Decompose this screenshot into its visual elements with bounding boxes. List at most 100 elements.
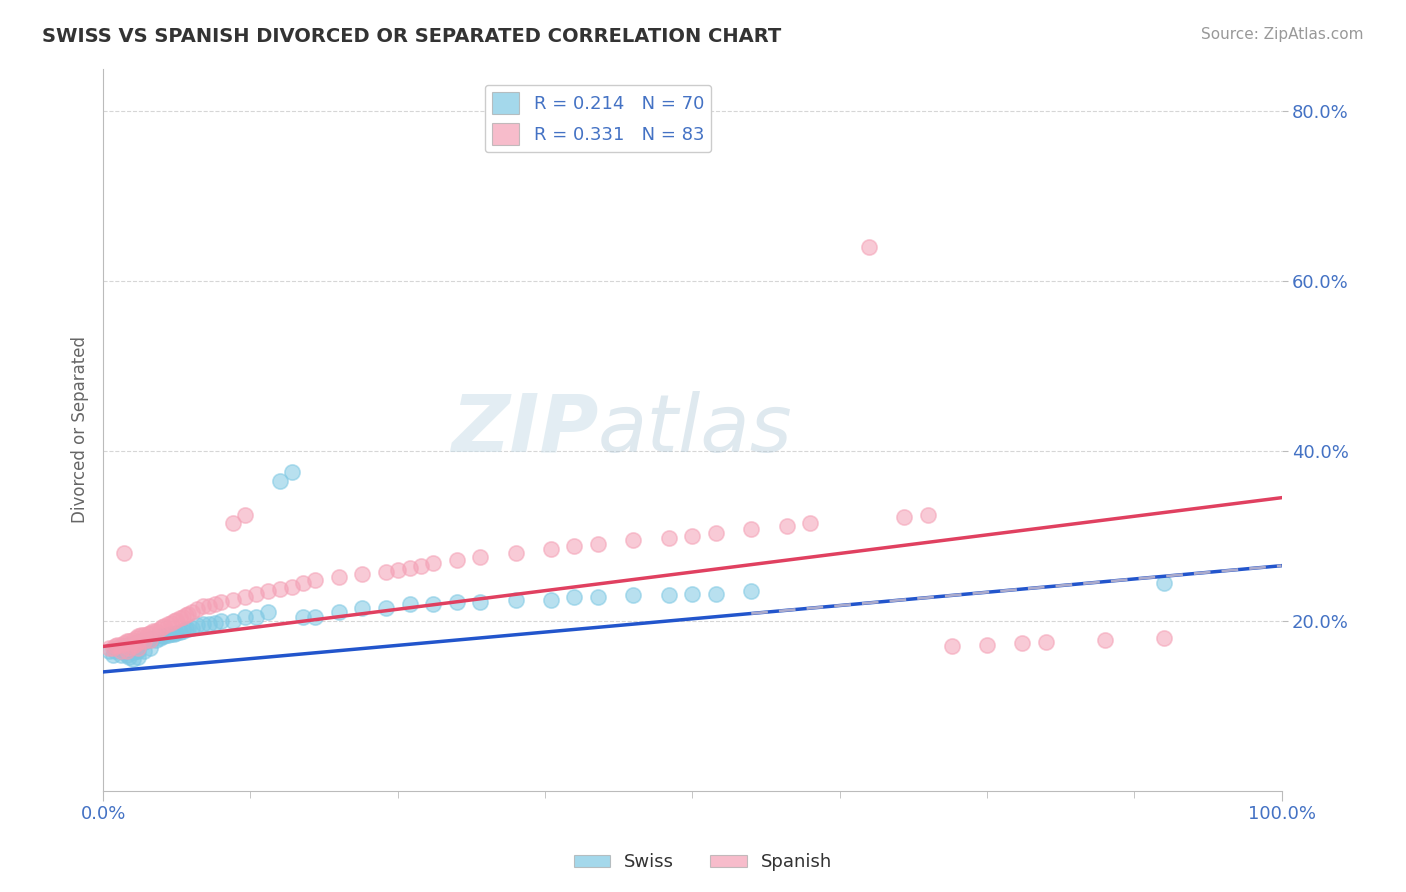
- Legend: R = 0.214   N = 70, R = 0.331   N = 83: R = 0.214 N = 70, R = 0.331 N = 83: [485, 85, 711, 153]
- Point: [165, 613, 187, 627]
- Point: [118, 649, 141, 664]
- Point: [893, 510, 915, 524]
- Point: [180, 621, 202, 635]
- Point: [127, 643, 149, 657]
- Point: [387, 563, 409, 577]
- Point: [110, 641, 132, 656]
- Point: [134, 635, 156, 649]
- Point: [374, 601, 396, 615]
- Point: [153, 619, 176, 633]
- Point: [169, 611, 191, 625]
- Point: [110, 648, 132, 662]
- Point: [186, 618, 208, 632]
- Point: [121, 640, 143, 654]
- Point: [470, 595, 492, 609]
- Point: [149, 631, 172, 645]
- Point: [658, 589, 681, 603]
- Point: [280, 465, 302, 479]
- Point: [204, 615, 226, 630]
- Point: [398, 561, 420, 575]
- Point: [112, 636, 135, 650]
- Point: [177, 623, 200, 637]
- Point: [115, 648, 138, 662]
- Point: [193, 599, 215, 614]
- Point: [104, 643, 127, 657]
- Point: [586, 537, 609, 551]
- Point: [174, 607, 197, 622]
- Point: [139, 632, 162, 647]
- Point: [127, 635, 149, 649]
- Point: [623, 589, 645, 603]
- Point: [917, 508, 939, 522]
- Point: [505, 592, 527, 607]
- Point: [149, 623, 172, 637]
- Point: [1153, 575, 1175, 590]
- Point: [198, 599, 221, 613]
- Point: [150, 620, 173, 634]
- Point: [125, 637, 148, 651]
- Point: [470, 550, 492, 565]
- Text: ZIP: ZIP: [451, 391, 598, 468]
- Point: [172, 609, 194, 624]
- Point: [101, 648, 124, 662]
- Point: [139, 632, 162, 647]
- Point: [112, 640, 135, 654]
- Point: [156, 617, 179, 632]
- Point: [658, 531, 681, 545]
- Point: [101, 641, 124, 656]
- Point: [623, 533, 645, 548]
- Point: [129, 634, 152, 648]
- Point: [104, 640, 127, 654]
- Point: [127, 635, 149, 649]
- Point: [1035, 635, 1057, 649]
- Point: [198, 617, 221, 632]
- Point: [209, 595, 232, 609]
- Point: [186, 602, 208, 616]
- Point: [98, 641, 121, 656]
- Point: [110, 643, 132, 657]
- Point: [352, 567, 374, 582]
- Point: [118, 640, 141, 654]
- Point: [775, 518, 797, 533]
- Point: [134, 634, 156, 648]
- Point: [564, 590, 586, 604]
- Point: [209, 614, 232, 628]
- Point: [129, 628, 152, 642]
- Point: [233, 590, 256, 604]
- Point: [681, 587, 703, 601]
- Point: [204, 597, 226, 611]
- Point: [110, 638, 132, 652]
- Point: [586, 590, 609, 604]
- Point: [446, 595, 468, 609]
- Point: [112, 546, 135, 560]
- Point: [169, 624, 191, 639]
- Point: [115, 634, 138, 648]
- Point: [121, 645, 143, 659]
- Point: [172, 624, 194, 639]
- Point: [160, 626, 183, 640]
- Point: [121, 652, 143, 666]
- Point: [136, 626, 159, 640]
- Point: [142, 631, 165, 645]
- Point: [328, 606, 350, 620]
- Point: [704, 587, 727, 601]
- Point: [540, 592, 562, 607]
- Point: [127, 641, 149, 656]
- Point: [193, 617, 215, 632]
- Point: [941, 640, 963, 654]
- Point: [163, 614, 186, 628]
- Point: [118, 641, 141, 656]
- Point: [222, 516, 245, 531]
- Point: [564, 539, 586, 553]
- Point: [136, 633, 159, 648]
- Point: [422, 556, 444, 570]
- Point: [1153, 631, 1175, 645]
- Point: [139, 641, 162, 656]
- Point: [976, 638, 998, 652]
- Point: [704, 526, 727, 541]
- Y-axis label: Divorced or Separated: Divorced or Separated: [72, 336, 89, 524]
- Point: [145, 624, 167, 639]
- Point: [139, 625, 162, 640]
- Point: [1094, 632, 1116, 647]
- Text: Source: ZipAtlas.com: Source: ZipAtlas.com: [1201, 27, 1364, 42]
